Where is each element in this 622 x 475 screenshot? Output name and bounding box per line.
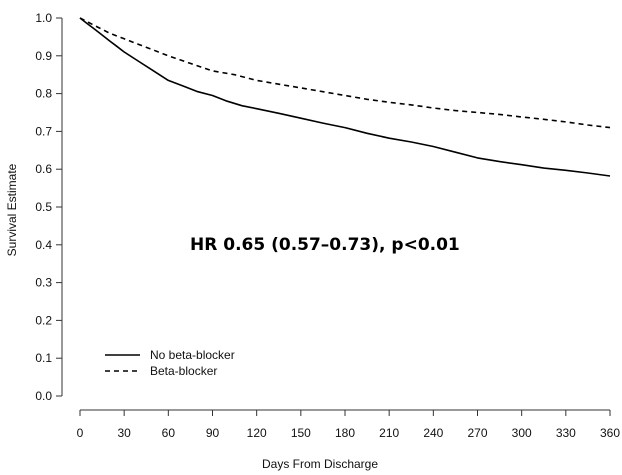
x-tick-label: 60 [162,426,176,440]
x-tick-label: 180 [335,426,355,440]
legend-label-no-beta-blocker: No beta-blocker [150,348,235,362]
axes: 0 30 60 90 120 150 180 210 240 270 300 330 360 0.0 0.1… [35,11,620,440]
legend-label-beta-blocker: Beta-blocker [150,364,217,378]
y-tick-label: 0.2 [35,313,52,327]
x-tick-label: 300 [512,426,532,440]
y-tick-label: 0.9 [35,49,52,63]
y-tick-label: 0.4 [35,238,52,252]
x-tick-label: 330 [556,426,576,440]
y-tick-label: 1.0 [35,11,52,25]
x-axis-label: Days From Discharge [262,457,378,471]
x-tick-label: 360 [600,426,620,440]
series-line-beta-blocker [79,17,611,129]
legend: No beta-blocker Beta-blocker [105,348,235,378]
y-tick-label: 0.0 [35,389,52,403]
x-tick-label: 150 [291,426,311,440]
hazard-ratio-annotation: HR 0.65 (0.57–0.73), p<0.01 [190,235,460,255]
y-tick-label: 0.6 [35,162,52,176]
x-tick-label: 210 [379,426,399,440]
x-tick-label: 270 [467,426,487,440]
x-tick-label: 240 [423,426,443,440]
x-tick-label: 30 [117,426,131,440]
y-tick-label: 0.8 [35,87,52,101]
x-tick-label: 90 [206,426,220,440]
x-tick-label: 120 [247,426,267,440]
y-tick-label: 0.3 [35,276,52,290]
y-tick-label: 0.5 [35,200,52,214]
series-layer [79,17,611,177]
series-line-no-beta-blocker [79,17,611,177]
y-tick-label: 0.7 [35,124,52,138]
y-tick-label: 0.1 [35,351,52,365]
y-axis-label: Survival Estimate [5,163,19,256]
x-tick-label: 0 [77,426,84,440]
